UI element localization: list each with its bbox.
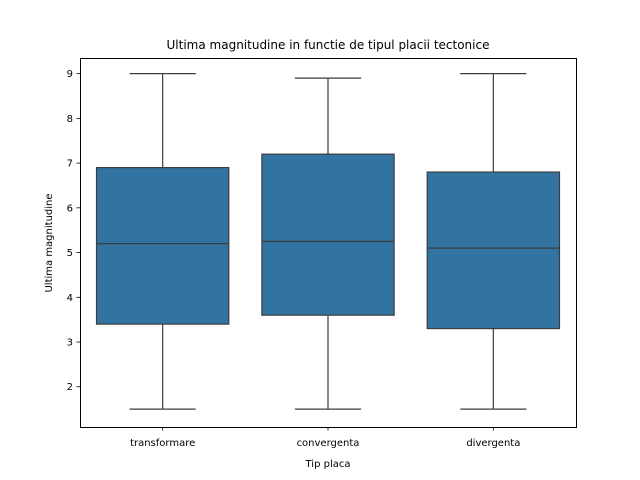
y-tick-label: 4 bbox=[67, 293, 73, 304]
y-tick-label: 2 bbox=[67, 382, 73, 393]
y-axis-title: Ultima magnitudine bbox=[44, 193, 55, 292]
box-group-divergenta bbox=[426, 73, 561, 410]
iqr-box bbox=[261, 153, 395, 316]
x-tick-label: convergenta bbox=[297, 438, 360, 449]
x-tick-label: divergenta bbox=[466, 438, 520, 449]
y-tick-label: 6 bbox=[67, 203, 73, 214]
chart-title: Ultima magnitudine in functie de tipul p… bbox=[167, 38, 490, 52]
y-tick-label: 7 bbox=[67, 159, 73, 170]
y-tick-label: 5 bbox=[67, 248, 73, 259]
y-tick-label: 3 bbox=[67, 338, 73, 349]
plot-frame bbox=[80, 58, 577, 428]
y-tick-label: 9 bbox=[67, 69, 73, 80]
box-group-transformare bbox=[95, 73, 230, 410]
y-tick-label: 8 bbox=[67, 114, 73, 125]
box-group-convergenta bbox=[261, 77, 395, 410]
iqr-box bbox=[95, 166, 230, 325]
x-tick-label: transformare bbox=[130, 438, 195, 449]
iqr-box bbox=[426, 171, 561, 330]
x-axis-title: Tip placa bbox=[305, 459, 351, 470]
